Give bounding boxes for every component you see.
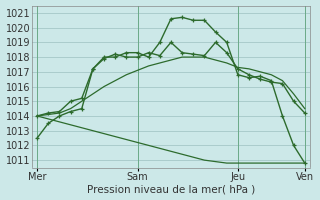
X-axis label: Pression niveau de la mer( hPa ): Pression niveau de la mer( hPa ) bbox=[87, 184, 255, 194]
